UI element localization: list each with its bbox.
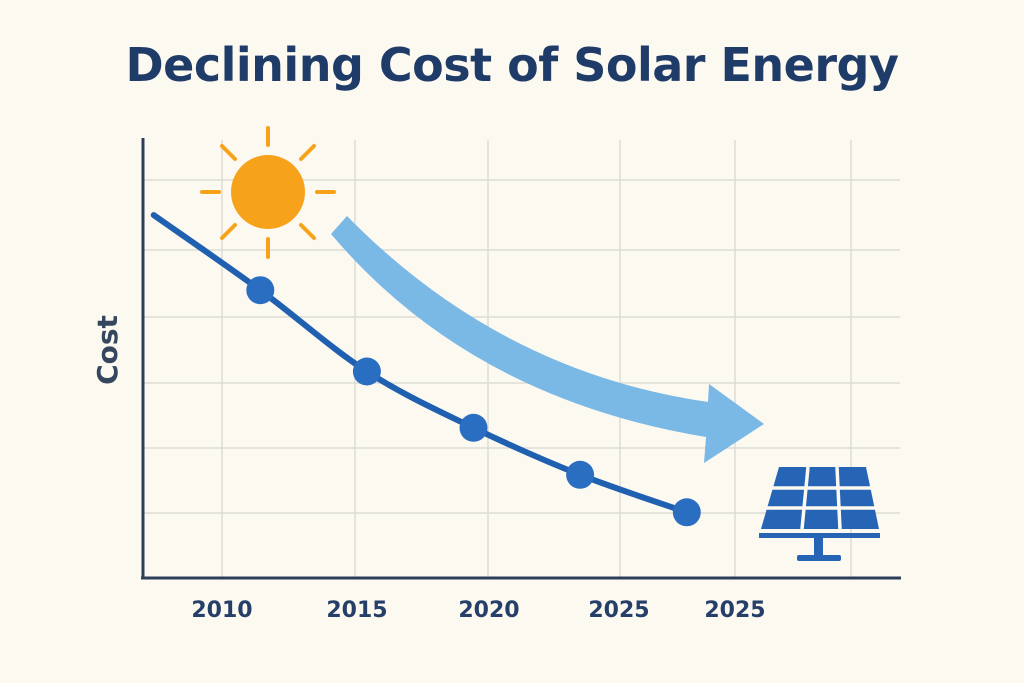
trend-arrow-icon — [331, 216, 764, 463]
data-point-marker — [246, 276, 275, 305]
x-tick-label: 2025 — [588, 598, 649, 623]
chart-title: Declining Cost of Solar Energy — [125, 38, 899, 92]
solar-panel-icon — [759, 466, 880, 561]
series-line — [150, 212, 690, 516]
x-tick-label: 2010 — [191, 598, 252, 623]
x-tick-label: 2020 — [458, 598, 519, 623]
data-point-marker — [672, 498, 701, 527]
y-axis-label: Cost — [91, 315, 124, 385]
data-point-marker — [566, 460, 595, 489]
series-cost — [150, 212, 701, 527]
x-tick-label: 2015 — [326, 598, 387, 623]
data-point-marker — [352, 357, 381, 386]
data-point-marker — [459, 413, 488, 442]
x-tick-label: 2025 — [704, 598, 765, 623]
x-tick-labels: 2010 2015 2020 2025 2025 — [191, 598, 765, 623]
sun-icon — [200, 126, 336, 259]
